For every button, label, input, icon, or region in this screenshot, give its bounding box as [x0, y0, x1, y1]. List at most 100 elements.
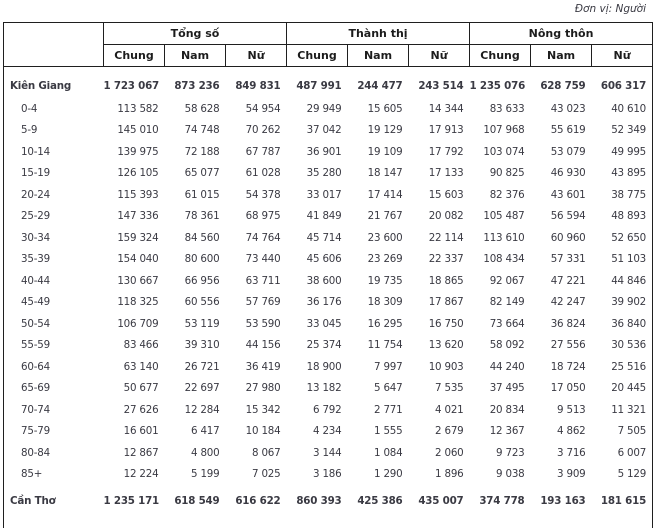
cell-value: 5 199	[191, 468, 220, 480]
cell-value: 36 901	[306, 145, 342, 158]
table-row: 65-69 50 677 22 697 27 980 13 182 5 647 7 535 3…	[3, 378, 653, 400]
cell-value: 18 900	[306, 360, 342, 373]
cell-value: 244 477	[357, 79, 403, 92]
table-row: 5-9 145 010 74 748 70 262 37 042 19 129 17 913…	[3, 120, 653, 142]
cell-value: 126 105	[117, 167, 159, 179]
cell-value: 181 615	[591, 485, 653, 528]
cell-value: 43 023	[550, 102, 586, 115]
cell-value: 9 723	[496, 446, 525, 459]
cell-value: 38 775	[591, 184, 653, 206]
table-row: 0-4 113 582 58 628 54 954 29 949 15 605 14 344…	[3, 98, 653, 120]
cell-value: 90 825	[489, 167, 525, 179]
table-row: 85+ 12 224 5 199 7 025 3 186 1 290 1 896 9 038 3…	[3, 464, 653, 486]
cell-value: 78 361	[184, 210, 220, 222]
row-label: 30-34	[3, 227, 104, 249]
cell-value: 12 224	[123, 468, 159, 480]
table-row: 55-59 83 466 39 310 44 156 25 374 11 754 13 62…	[3, 335, 653, 357]
cell-value: 606 317	[591, 66, 653, 99]
cell-value: 860 393	[296, 494, 342, 507]
cell-value: 107 968	[483, 124, 525, 136]
cell-value: 27 980	[245, 382, 281, 394]
cell-value: 22 337	[428, 253, 464, 265]
sub-header-urban-chung: Chung	[286, 44, 349, 67]
cell-value: 56 594	[550, 210, 586, 222]
cell-value: 159 324	[117, 231, 159, 244]
cell-value: 17 050	[550, 382, 586, 394]
cell-value: 873 236	[174, 79, 220, 92]
cell-value: 23 269	[367, 253, 403, 265]
cell-value: 43 601	[550, 188, 586, 201]
table-row: 15-19 126 105 65 077 61 028 35 280 18 147 17 1…	[3, 163, 653, 185]
cell-value: 4 862	[557, 425, 586, 437]
sub-header-row: Chung Nam Nữ Chung Nam Nữ Chung Nam Nữ	[4, 44, 653, 67]
cell-value: 2 060	[435, 446, 464, 459]
cell-value: 45 606	[306, 253, 342, 265]
cell-value: 50 677	[123, 382, 159, 394]
table-row: 45-49 118 325 60 556 57 769 36 176 18 309 17 8…	[3, 292, 653, 314]
cell-value: 82 376	[489, 188, 525, 201]
row-label: 50-54	[3, 313, 104, 335]
cell-value: 58 628	[184, 102, 220, 115]
cell-value: 54 378	[245, 188, 281, 201]
row-label: 35-39	[3, 249, 104, 271]
cell-value: 33 045	[306, 317, 342, 330]
cell-value: 10 903	[428, 360, 464, 373]
cell-value: 15 605	[367, 102, 403, 115]
cell-value: 7 025	[252, 468, 281, 480]
cell-value: 19 735	[367, 274, 403, 287]
cell-value: 20 082	[428, 210, 464, 222]
row-label: 20-24	[3, 184, 104, 206]
cell-value: 48 893	[591, 206, 653, 228]
cell-value: 13 620	[428, 339, 464, 351]
cell-value: 40 610	[591, 98, 653, 120]
cell-value: 374 778	[479, 494, 525, 507]
row-label: 70-74	[3, 399, 104, 421]
cell-value: 103 074	[483, 145, 525, 158]
cell-value: 7 505	[591, 421, 653, 443]
cell-value: 130 667	[117, 274, 159, 287]
row-label: 40-44	[3, 270, 104, 292]
cell-value: 3 144	[313, 446, 342, 459]
cell-value: 84 560	[184, 231, 220, 244]
cell-value: 74 748	[184, 124, 220, 136]
cell-value: 92 067	[489, 274, 525, 287]
cell-value: 72 188	[184, 145, 220, 158]
cell-value: 36 419	[245, 360, 281, 373]
group-header-urban: Thành thị	[286, 22, 471, 45]
cell-value: 13 182	[306, 382, 342, 394]
table-row: Kiên Giang 1 723 067 873 236 849 831 487 991…	[3, 66, 653, 99]
sub-header-rural-chung: Chung	[469, 44, 532, 67]
cell-value: 22 114	[428, 231, 464, 244]
cell-value: 63 140	[123, 360, 159, 373]
cell-value: 44 240	[489, 360, 525, 373]
cell-value: 44 846	[591, 270, 653, 292]
cell-value: 30 536	[591, 335, 653, 357]
cell-value: 39 310	[184, 339, 220, 351]
table-row: 75-79 16 601 6 417 10 184 4 234 1 555 2 679 12 …	[3, 421, 653, 443]
cell-value: 18 865	[428, 274, 464, 287]
cell-value: 1 084	[374, 446, 403, 459]
table-body: Kiên Giang 1 723 067 873 236 849 831 487 991…	[3, 66, 653, 528]
cell-value: 37 495	[489, 382, 525, 394]
cell-value: 628 759	[540, 79, 586, 92]
cell-value: 25 516	[591, 356, 653, 378]
cell-value: 27 556	[550, 339, 586, 351]
cell-value: 67 787	[245, 145, 281, 158]
cell-value: 113 582	[117, 102, 159, 115]
row-label: 10-14	[3, 141, 104, 163]
cell-value: 20 445	[591, 378, 653, 400]
sub-header-urban-nam: Nam	[347, 44, 410, 67]
cell-value: 1 235 171	[103, 494, 160, 507]
cell-value: 53 079	[550, 145, 586, 158]
cell-value: 5 129	[591, 464, 653, 486]
cell-value: 63 711	[245, 274, 281, 287]
cell-value: 14 344	[428, 102, 464, 115]
cell-value: 55 619	[550, 124, 586, 136]
cell-value: 83 633	[489, 102, 525, 115]
cell-value: 53 590	[245, 317, 281, 330]
cell-value: 4 021	[435, 403, 464, 416]
cell-value: 51 103	[591, 249, 653, 271]
cell-value: 18 724	[550, 360, 586, 373]
cell-value: 52 650	[591, 227, 653, 249]
cell-value: 2 771	[374, 403, 403, 416]
